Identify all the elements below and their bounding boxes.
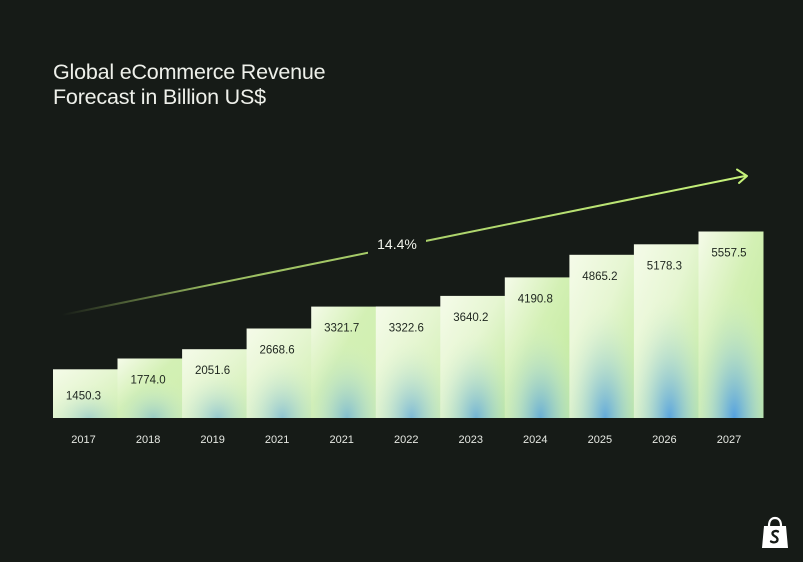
shopify-bag-icon xyxy=(762,516,788,548)
bar-shade-7 xyxy=(504,277,570,418)
x-axis-ticks: 2017 2018 2019 2021 2021 2022 2023 2024 2025 2026… xyxy=(71,434,741,446)
bar-shade-4 xyxy=(311,306,377,418)
x-tick-label-0: 2017 xyxy=(71,434,95,446)
bar-shade-9 xyxy=(633,244,699,418)
growth-arrow-head xyxy=(736,168,748,184)
bar-value-label-1: 1774.0 xyxy=(131,375,166,387)
bar-value-label-3: 2668.6 xyxy=(260,345,295,357)
x-tick-label-9: 2026 xyxy=(652,434,676,446)
bar-shade-3 xyxy=(246,328,312,418)
bar-shade-10 xyxy=(698,231,764,418)
bar-value-label-0: 1450.3 xyxy=(66,390,101,402)
bar-value-label-9: 5178.3 xyxy=(647,260,682,272)
bar-value-label-6: 3640.2 xyxy=(453,312,488,324)
bar-shade-0 xyxy=(53,369,118,418)
chart-title-line-2: Forecast in Billion US$ xyxy=(53,85,266,109)
bar-value-label-5: 3322.6 xyxy=(389,323,424,335)
bar-shade-2 xyxy=(182,349,248,418)
x-tick-label-10: 2027 xyxy=(717,434,741,446)
bar-value-label-10: 5557.5 xyxy=(711,248,746,260)
growth-annotation: 14.4% xyxy=(61,168,748,316)
bar-shade-1 xyxy=(117,358,183,418)
x-tick-label-2: 2019 xyxy=(200,434,224,446)
bar-value-label-4: 3321.7 xyxy=(324,323,359,335)
x-tick-label-7: 2024 xyxy=(523,434,547,446)
x-tick-label-3: 2021 xyxy=(265,434,289,446)
bars-layer: 1450.3 1774.0 2051.6 2668.6 3321.7 3322.6 3640… xyxy=(53,231,764,418)
x-tick-label-5: 2022 xyxy=(394,434,418,446)
growth-rate-label: 14.4% xyxy=(377,236,417,252)
chart-title: Global eCommerce Revenue Forecast in Bil… xyxy=(53,60,326,110)
x-tick-label-1: 2018 xyxy=(136,434,160,446)
x-tick-label-8: 2025 xyxy=(588,434,612,446)
x-tick-label-6: 2023 xyxy=(459,434,483,446)
bar-value-label-8: 4865.2 xyxy=(582,271,617,283)
growth-label-background xyxy=(368,234,426,254)
bar-shade-8 xyxy=(569,254,635,418)
bar-value-label-7: 4190.8 xyxy=(518,293,553,305)
x-tick-label-4: 2021 xyxy=(329,434,353,446)
chart-title-line-1: Global eCommerce Revenue xyxy=(53,60,326,84)
bar-shade-5 xyxy=(375,306,441,418)
bar-value-label-2: 2051.6 xyxy=(195,365,230,377)
bar-shade-6 xyxy=(440,295,506,418)
